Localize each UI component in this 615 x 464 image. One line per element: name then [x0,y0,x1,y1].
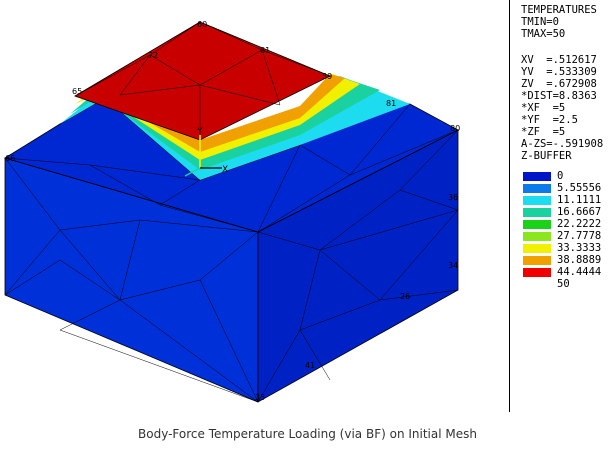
contour-label: 38.8889 [557,254,602,266]
contour-swatch [523,196,551,205]
node-label: 61 [260,46,270,55]
mesh-lines [4,21,459,403]
view-zv: ZV =.672908 [521,78,597,90]
node-label: 81 [386,99,396,108]
node-label: 34 [448,261,458,270]
contour-label: 27.7778 [557,230,602,242]
legend-panel: TEMPERATURES TMIN=0 TMAX=50 XV =.512617 … [511,0,615,412]
contour-label: 44.4444 [557,266,602,278]
node-label: 80 [450,124,460,133]
node-label: 60 [197,20,207,29]
contour-swatch [523,232,551,241]
contour-label: 11.1111 [557,194,602,206]
node-label: 36 [448,193,458,202]
view-xf: *XF =5 [521,102,566,114]
model-viewport[interactable]: Y X 60 61 72 59 65 81 80 66 36 34 26 41 … [0,0,505,412]
band-orange [75,74,345,152]
contour-swatch [523,244,551,253]
view-azs: A-ZS=-.591908 [521,138,604,150]
contour-label: 0 [557,170,564,182]
node-label: 65 [72,87,82,96]
view-xv: XV =.512617 [521,54,597,66]
axis-label-x: X [222,165,228,175]
contour-swatch [523,208,551,217]
view-yf: *YF =2.5 [521,114,578,126]
node-label: 66 [5,154,15,163]
contour-label: 33.3333 [557,242,602,254]
legend-title: TEMPERATURES [521,4,597,16]
node-labels: 60 61 72 59 65 81 80 66 36 34 26 41 35 [5,20,460,402]
node-label: 26 [400,292,410,301]
contour-swatch [523,268,551,277]
legend-tmax: TMAX=50 [521,28,566,40]
contour-label: 16.6667 [557,206,602,218]
fe-mesh-plot: Y X 60 61 72 59 65 81 80 66 36 34 26 41 … [4,20,460,403]
node-label: 72 [148,51,158,60]
contour-label: 5.55556 [557,182,602,194]
contour-swatch [523,220,551,229]
node-label: 59 [322,72,332,81]
contour-label: 22.2222 [557,218,602,230]
axis-triad: Y X [184,127,228,177]
contour-swatch [523,280,551,289]
legend-tmin: TMIN=0 [521,16,559,28]
contour-swatch [523,184,551,193]
contour-swatch [523,172,551,181]
view-dist: *DIST=8.8363 [521,90,597,102]
view-yv: YV =.533309 [521,66,597,78]
contour-swatch [523,256,551,265]
view-zf: *ZF =5 [521,126,566,138]
figure-caption: Body-Force Temperature Loading (via BF) … [138,427,477,441]
contour-label: 50 [557,278,570,290]
view-zbuffer: Z-BUFFER [521,150,572,162]
node-label: 35 [255,393,265,402]
axis-label-y: Y [196,127,203,137]
panel-divider [509,0,510,412]
node-label: 41 [305,361,315,370]
